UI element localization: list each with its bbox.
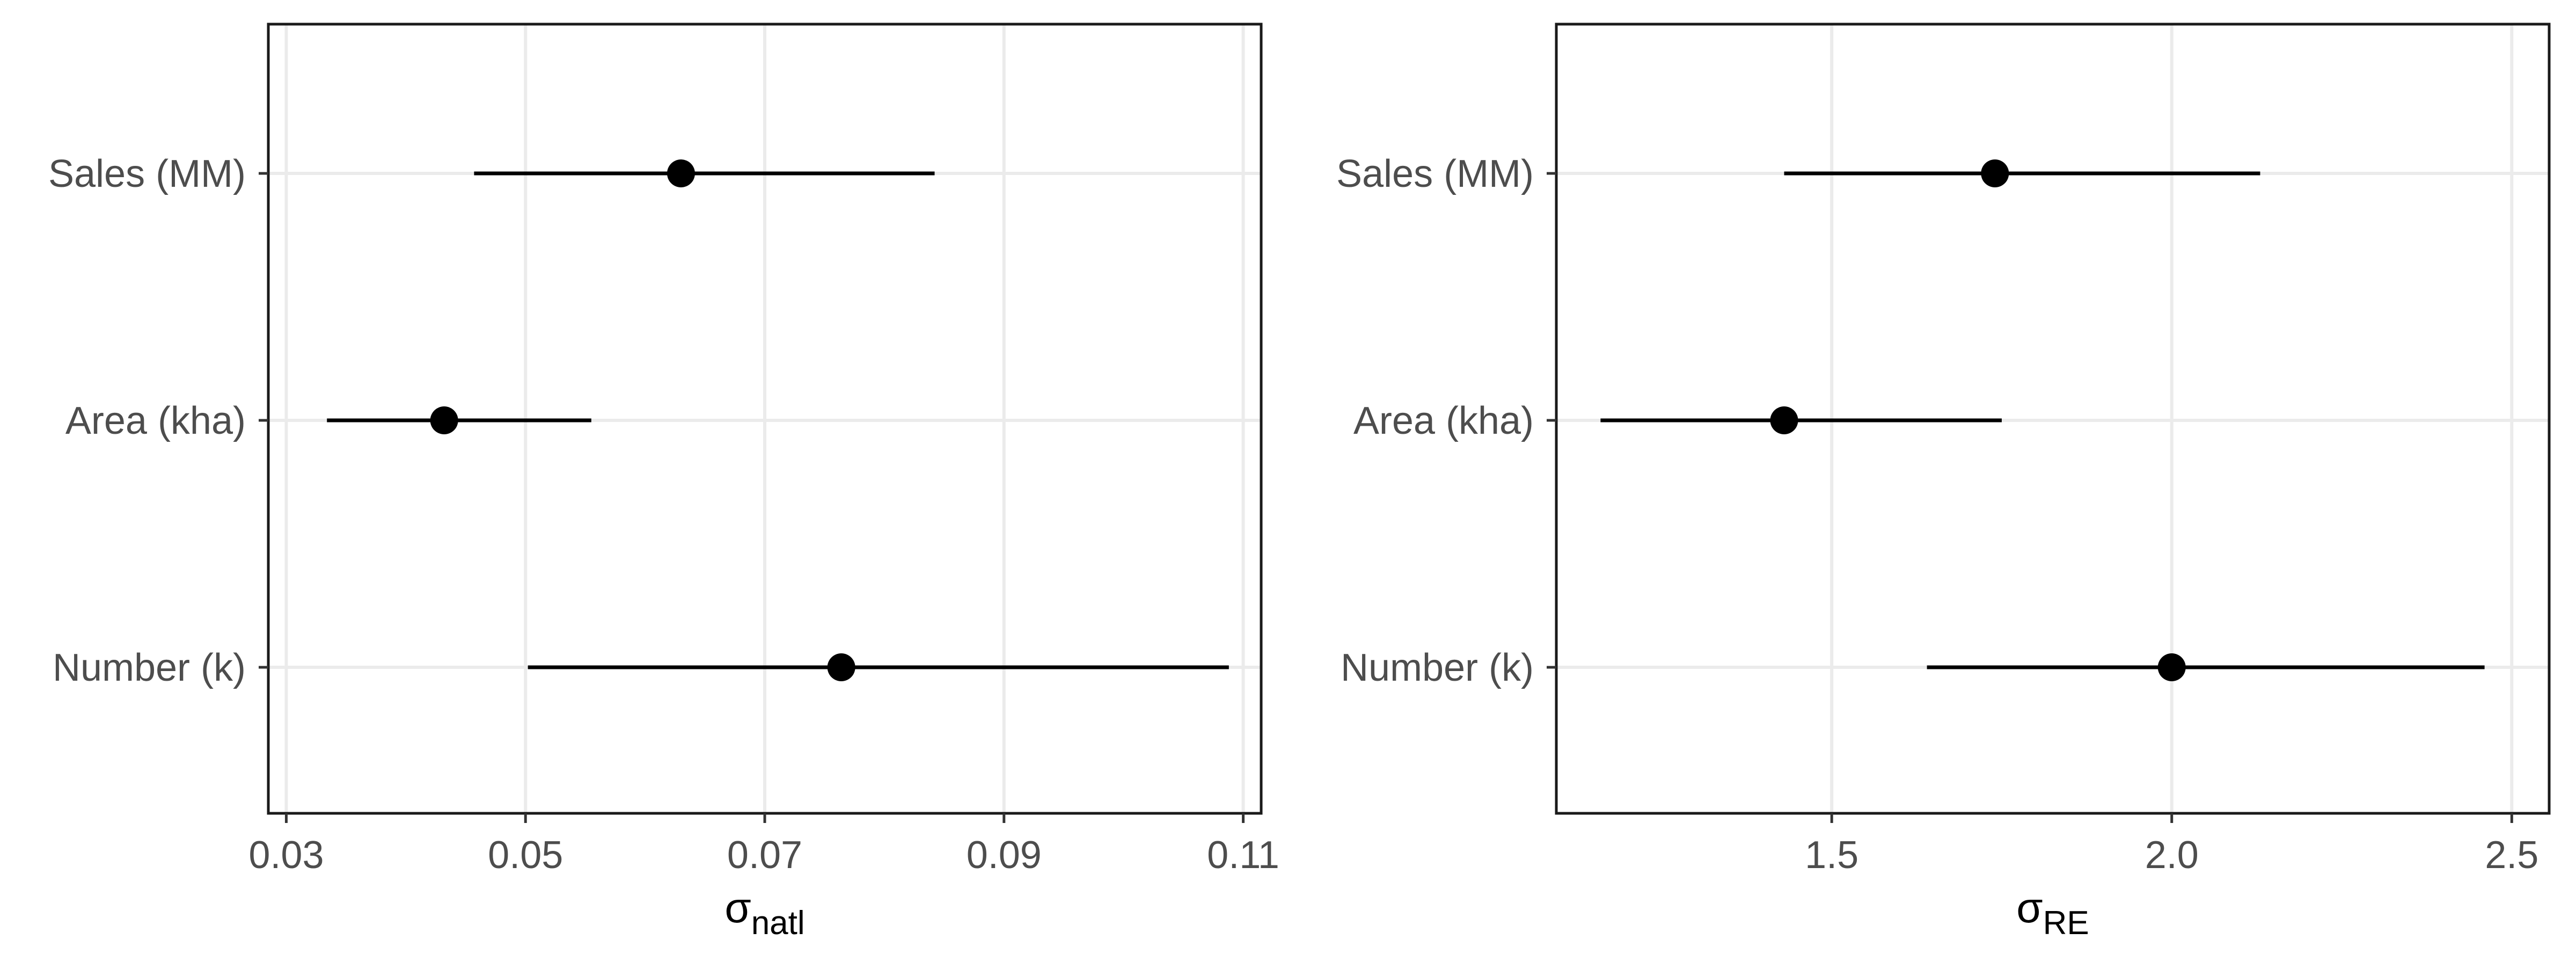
data-point: [430, 406, 458, 434]
chart-panel-1: Sales (MM) Area (kha) Number (k) 0.03 0.05 0.…: [48, 23, 1279, 942]
x-tick-label: 0.03: [248, 834, 324, 877]
chart-panel-2: Sales (MM) Area (kha) Number (k) 1.5 2.0 2.5 σ…: [1336, 23, 2551, 942]
x-tick-label: 0.07: [727, 834, 802, 877]
x-tick-label: 0.11: [1207, 834, 1279, 877]
x-tick-label: 2.0: [2145, 834, 2199, 877]
y-tick-label: Sales (MM): [1336, 152, 1534, 195]
x-tick-label: 1.5: [1805, 834, 1858, 877]
x-axis-title-subscript: natl: [751, 905, 805, 942]
y-tick-label: Number (k): [1341, 646, 1534, 689]
x-axis-title: σnatl: [724, 884, 804, 942]
data-point: [667, 159, 695, 187]
x-axis-title: σRE: [2016, 884, 2089, 942]
data-point: [1981, 159, 2009, 187]
x-axis-title-symbol: σ: [2016, 884, 2043, 931]
data-point: [1770, 406, 1798, 434]
y-tick-label: Number (k): [53, 646, 246, 689]
y-tick-label: Sales (MM): [48, 152, 246, 195]
x-tick-label: 0.05: [488, 834, 563, 877]
x-tick-label: 0.09: [967, 834, 1042, 877]
x-axis-title-subscript: RE: [2043, 905, 2089, 942]
panel-border: [1555, 23, 2551, 815]
x-tick-label: 2.5: [2485, 834, 2538, 877]
data-point: [827, 653, 855, 681]
y-tick-label: Area (kha): [65, 399, 246, 442]
x-axis-title-symbol: σ: [724, 884, 751, 931]
y-tick-label: Area (kha): [1353, 399, 1534, 442]
data-point: [2157, 653, 2186, 681]
